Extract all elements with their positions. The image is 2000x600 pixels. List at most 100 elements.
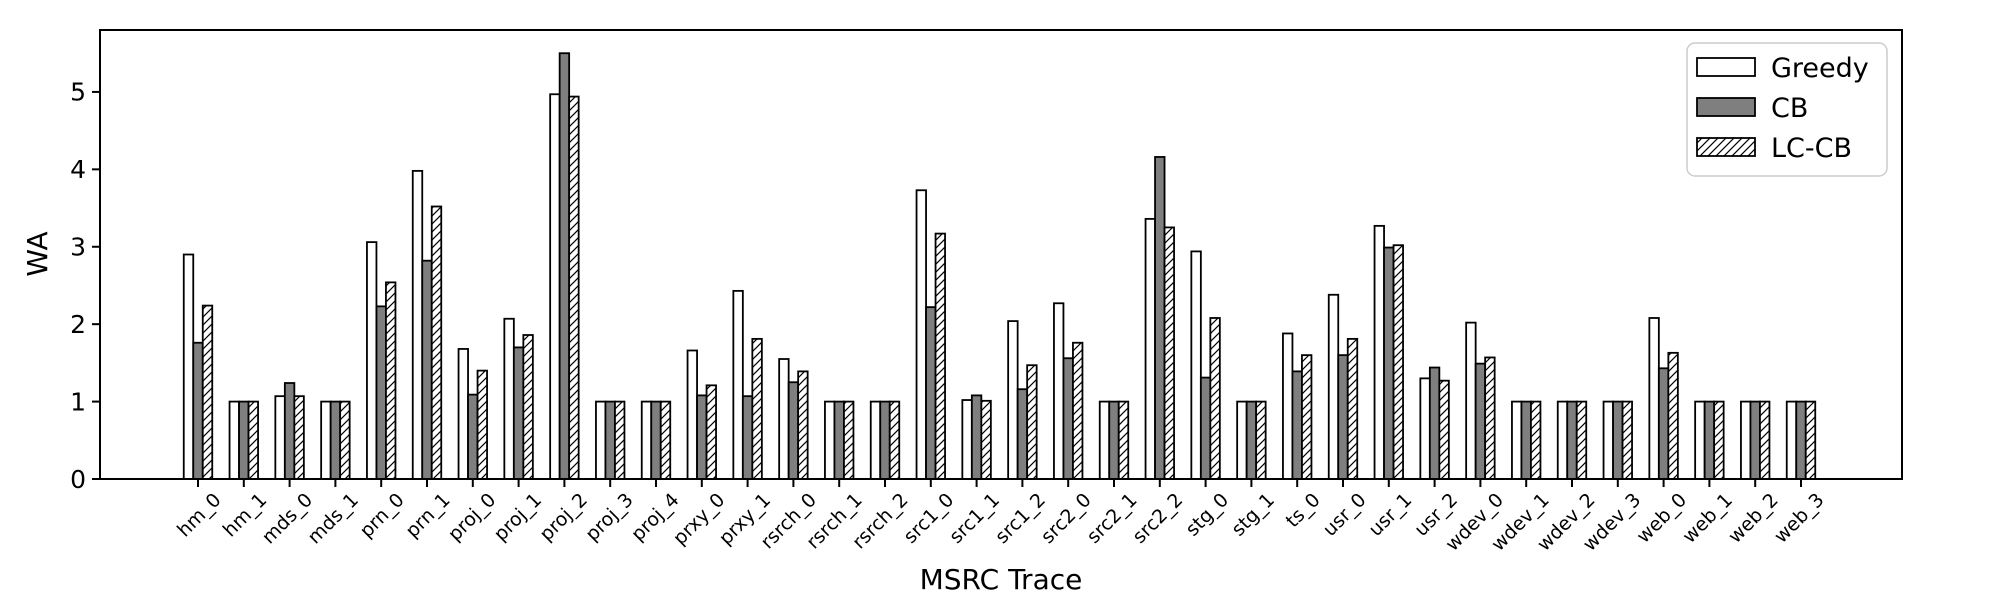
bar-lc-cb-web_2 (1759, 400, 1771, 480)
bar-cb-prn_1 (421, 259, 433, 480)
bar-cb-web_0 (1657, 367, 1670, 480)
bar-greedy-ts_0 (1282, 332, 1294, 480)
y-tick-label: 1 (70, 387, 86, 416)
x-tick-label-src1_0: src1_0 (899, 489, 958, 548)
x-tick-label-src1_2: src1_2 (991, 489, 1050, 548)
bar-lc-cb-rsrch_0 (797, 370, 809, 480)
x-tick-label-prn_0: prn_0 (356, 489, 409, 542)
bar-lc-cb-proj_4 (659, 400, 672, 480)
x-tick-label-usr_0: usr_0 (1319, 489, 1371, 541)
x-tick-label-prn_1: prn_1 (401, 489, 454, 542)
bar-cb-stg_0 (1199, 376, 1212, 480)
bar-lc-cb-src2_2 (1163, 226, 1175, 480)
bar-greedy-prn_0 (366, 241, 378, 480)
bar-cb-prxy_0 (696, 394, 708, 480)
bar-lc-cb-prn_0 (385, 281, 397, 480)
bar-greedy-wdev_2 (1556, 400, 1569, 480)
y-tick-label: 5 (70, 78, 86, 107)
bar-greedy-stg_0 (1190, 250, 1202, 480)
x-tick-label-hm_0: hm_0 (173, 489, 225, 541)
bar-lc-cb-proj_3 (614, 400, 626, 480)
bar-greedy-hm_1 (228, 400, 240, 480)
bars-layer (182, 52, 1817, 480)
bar-cb-prn_0 (375, 305, 387, 480)
y-axis-ticks: 0 1 2 3 4 5 (70, 78, 100, 494)
bar-cb-src2_0 (1062, 357, 1074, 480)
bar-cb-rsrch_2 (879, 400, 891, 480)
bar-greedy-stg_1 (1236, 400, 1248, 480)
y-tick-label: 4 (70, 155, 86, 184)
x-tick-label-src2_1: src2_1 (1083, 489, 1142, 548)
bar-lc-cb-stg_0 (1209, 317, 1221, 480)
bar-lc-cb-proj_2 (568, 95, 580, 480)
bar-cb-usr_1 (1383, 246, 1395, 480)
bar-cb-src1_1 (970, 394, 983, 480)
bar-greedy-rsrch_0 (778, 358, 790, 480)
bar-lc-cb-ts_0 (1301, 354, 1313, 480)
legend-label-cb: CB (1771, 93, 1808, 124)
bar-cb-wdev_2 (1566, 400, 1578, 480)
bar-greedy-src1_0 (915, 189, 927, 480)
bar-lc-cb-prxy_0 (705, 384, 717, 480)
bar-greedy-proj_0 (457, 348, 469, 480)
bar-cb-src1_2 (1016, 388, 1029, 480)
bar-cb-prxy_1 (741, 395, 754, 480)
bar-cb-proj_2 (558, 52, 571, 480)
y-tick-label: 2 (70, 310, 86, 339)
bar-lc-cb-wdev_1 (1530, 400, 1542, 480)
bar-greedy-wdev_1 (1511, 400, 1523, 480)
x-axis-label: MSRC Trace (920, 563, 1083, 596)
bar-lc-cb-prn_1 (430, 205, 443, 480)
x-tick-label-stg_0: stg_0 (1182, 489, 1234, 541)
bar-lc-cb-usr_1 (1392, 244, 1404, 480)
bar-lc-cb-rsrch_2 (888, 400, 901, 480)
bar-greedy-usr_2 (1419, 377, 1431, 480)
x-tick-label-src2_2: src2_2 (1128, 489, 1187, 548)
bar-lc-cb-web_3 (1804, 400, 1817, 480)
bar-greedy-proj_2 (549, 93, 561, 480)
x-tick-label-src2_0: src2_0 (1037, 489, 1096, 548)
bar-greedy-src1_1 (961, 399, 973, 480)
legend: Greedy CB LC-CB (1686, 42, 1888, 177)
x-tick-label-proj_1: proj_1 (490, 489, 547, 546)
bar-cb-rsrch_0 (787, 381, 800, 480)
bar-greedy-proj_3 (595, 400, 607, 480)
bar-cb-hm_1 (238, 400, 250, 480)
bar-cb-ts_0 (1291, 370, 1303, 480)
x-tick-label-proj_2: proj_2 (535, 489, 592, 546)
bar-greedy-src1_2 (1007, 320, 1019, 480)
bar-greedy-prxy_0 (686, 349, 698, 480)
x-tick-label-src1_1: src1_1 (945, 489, 1004, 548)
bar-cb-hm_0 (192, 341, 204, 480)
bar-greedy-proj_1 (503, 317, 515, 480)
bar-lc-cb-stg_1 (1255, 400, 1267, 480)
bar-lc-cb-web_0 (1667, 351, 1679, 480)
x-tick-label-mds_1: mds_1 (303, 489, 362, 548)
bar-cb-proj_3 (604, 400, 616, 480)
bar-cb-web_2 (1749, 400, 1761, 480)
bar-cb-rsrch_1 (833, 400, 845, 480)
bar-lc-cb-rsrch_1 (843, 400, 855, 480)
bar-lc-cb-src2_0 (1072, 341, 1084, 480)
bar-lc-cb-proj_1 (522, 334, 534, 480)
bar-greedy-src2_0 (1053, 302, 1065, 480)
bar-greedy-src2_2 (1144, 217, 1156, 480)
bar-greedy-rsrch_1 (824, 400, 836, 480)
x-tick-label-stg_1: stg_1 (1227, 489, 1279, 541)
bar-lc-cb-usr_0 (1346, 337, 1359, 480)
x-tick-label-usr_1: usr_1 (1364, 489, 1416, 541)
bar-cb-web_1 (1703, 400, 1716, 480)
x-tick-label-mds_0: mds_0 (258, 489, 317, 548)
bar-lc-cb-wdev_3 (1621, 400, 1633, 480)
bar-greedy-usr_1 (1373, 224, 1385, 480)
x-tick-label-proj_0: proj_0 (444, 489, 501, 546)
legend-label-greedy: Greedy (1771, 53, 1869, 84)
bar-lc-cb-web_1 (1713, 400, 1725, 480)
bar-greedy-wdev_3 (1602, 400, 1614, 480)
bar-cb-mds_0 (283, 382, 296, 480)
bar-cb-proj_4 (650, 400, 662, 480)
bar-lc-cb-mds_0 (293, 395, 305, 480)
bar-lc-cb-usr_2 (1438, 379, 1450, 480)
